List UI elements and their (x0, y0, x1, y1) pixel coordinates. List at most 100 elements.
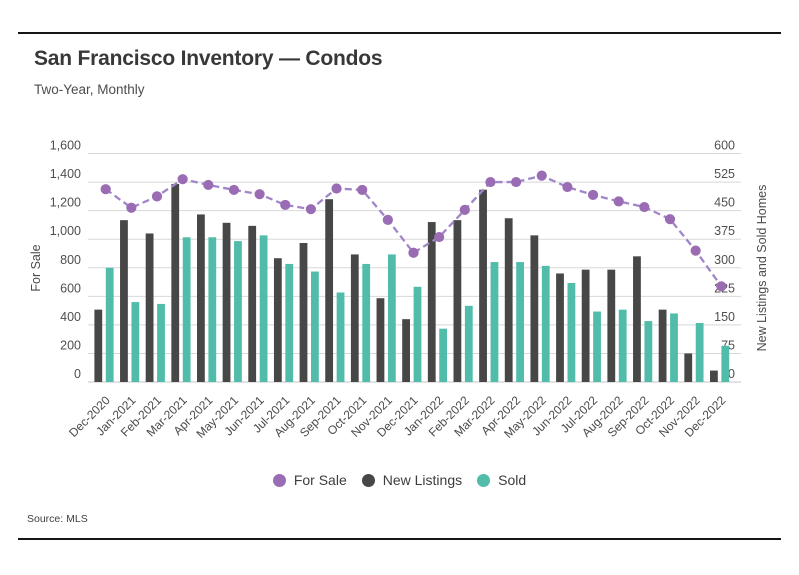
for-sale-point (716, 281, 727, 292)
bar-sold (644, 321, 653, 382)
for-sale-point (228, 184, 240, 196)
for-sale-point (280, 199, 291, 211)
for-sale-point (613, 196, 624, 207)
for-sale-point (126, 202, 137, 213)
sold-legend-dot-icon (477, 473, 491, 487)
bar-new-listings (633, 256, 641, 382)
bar-new-listings (427, 222, 436, 382)
bar-new-listings (453, 220, 462, 382)
bar-new-listings (171, 183, 180, 382)
bar-sold (618, 309, 627, 382)
left-axis-tick: 1,000 (50, 224, 81, 238)
legend-item-sold: Sold (477, 472, 526, 488)
bar-sold (208, 237, 217, 382)
left-axis-tick: 1,600 (50, 139, 81, 153)
for-sale-point (434, 231, 445, 243)
bar-new-listings (710, 370, 718, 382)
for-sale-point (100, 184, 111, 195)
legend-label: Sold (498, 472, 527, 488)
right-axis-tick: 0 (728, 367, 735, 381)
for-sale-point (331, 183, 342, 194)
chart-title: San Francisco Inventory — Condos (34, 47, 383, 70)
new-listings-legend-dot-icon (361, 473, 375, 487)
for-sale-point (459, 204, 470, 216)
chart-plot-area: For Sale New Listings and Sold Homes 1,6… (29, 139, 769, 441)
right-axis-tick: 375 (714, 224, 735, 238)
bar-sold (464, 305, 473, 382)
bar-sold (567, 282, 576, 382)
bar-new-listings (299, 242, 308, 382)
right-axis-tick: 525 (714, 167, 735, 181)
for-sale-point (177, 174, 188, 185)
for-sale-point (587, 189, 599, 201)
bar-sold (285, 263, 294, 382)
for-sale-point (254, 189, 265, 200)
for-sale-point (536, 170, 547, 181)
bar-sold (593, 311, 601, 382)
source-note: Source: MLS (27, 513, 88, 525)
left-axis-tick: 400 (60, 310, 81, 324)
right-axis-tick: 300 (714, 253, 735, 267)
bar-sold (695, 322, 704, 382)
left-axis-title: For Sale (29, 244, 43, 291)
legend-item-new-listings: New Listings (361, 472, 463, 488)
bar-new-listings (120, 220, 128, 382)
bar-sold (336, 292, 345, 382)
bar-new-listings (145, 233, 154, 382)
for-sale-point (639, 201, 650, 213)
bar-new-listings (325, 199, 334, 382)
bar-new-listings (658, 309, 667, 382)
bar-sold (105, 267, 114, 382)
legend-label: New Listings (382, 472, 463, 488)
for-sale-point (382, 214, 393, 226)
bar-new-listings (222, 222, 231, 382)
bar-new-listings (530, 235, 539, 382)
bar-sold (311, 271, 319, 382)
for-sale-point (357, 184, 368, 196)
left-axis-tick: 800 (60, 253, 81, 267)
card-bottom-rule (18, 538, 781, 540)
for-sale-point (203, 179, 214, 191)
bar-sold (387, 254, 396, 382)
bar-sold (157, 303, 165, 382)
legend-label: For Sale (293, 472, 347, 488)
left-axis-tick: 200 (60, 338, 81, 352)
for-sale-point (408, 247, 419, 258)
bar-sold (439, 328, 448, 382)
card-top-rule (18, 32, 781, 34)
bar-sold (259, 235, 268, 382)
bar-new-listings (94, 309, 103, 382)
left-axis-tick: 600 (60, 281, 81, 295)
bar-new-listings (479, 189, 487, 382)
bar-new-listings (350, 254, 359, 382)
left-axis-tick: 0 (74, 367, 81, 381)
for-sale-legend-dot-icon (272, 473, 286, 487)
bar-new-listings (581, 269, 590, 382)
right-axis-tick: 450 (714, 196, 735, 210)
for-sale-point (485, 176, 496, 188)
for-sale-point (305, 204, 316, 215)
bar-new-listings (684, 353, 693, 382)
bar-sold (234, 241, 242, 382)
right-axis-tick: 150 (714, 310, 735, 324)
bar-sold (131, 302, 140, 382)
bar-new-listings (248, 225, 257, 382)
bar-sold (721, 345, 730, 382)
for-sale-point (151, 191, 163, 202)
bar-new-listings (197, 214, 205, 382)
bar-sold (516, 262, 524, 382)
left-axis-tick: 1,400 (50, 167, 81, 181)
bar-new-listings (556, 273, 564, 382)
bar-sold (182, 237, 191, 382)
right-axis-title: New Listings and Sold Homes (755, 185, 769, 352)
for-sale-point (510, 176, 522, 188)
for-sale-point (664, 214, 676, 225)
for-sale-point (562, 181, 573, 193)
bar-sold (362, 263, 371, 382)
bar-new-listings (273, 258, 282, 382)
chart-subtitle: Two-Year, Monthly (34, 82, 145, 97)
bar-new-listings (504, 218, 513, 382)
bar-new-listings (376, 298, 385, 382)
for-sale-point (690, 245, 701, 256)
right-axis-tick: 600 (714, 139, 735, 153)
